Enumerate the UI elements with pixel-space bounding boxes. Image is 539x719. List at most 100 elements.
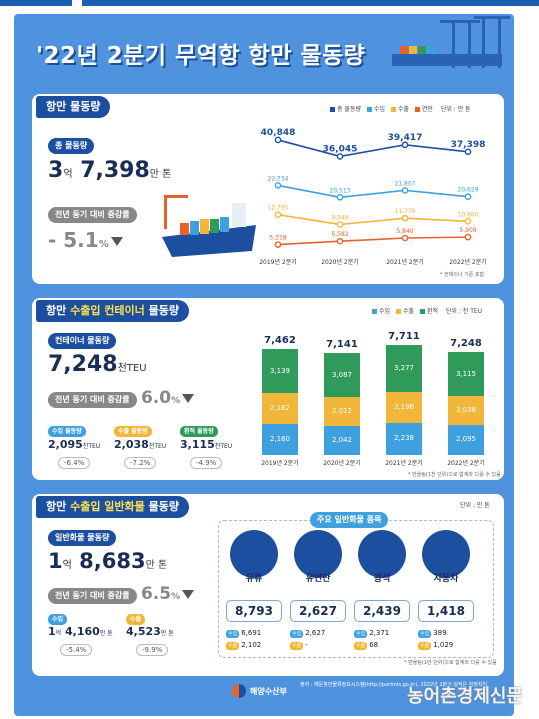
- ministry-name: 해양수산부: [250, 687, 287, 696]
- import-tag: 수입 물동량: [48, 426, 86, 437]
- bar-segment-0-3: 2,095: [448, 425, 484, 455]
- bar-x-label-2: 2021년 2분기: [385, 460, 423, 467]
- x-tick-label-1: 2020년 2분기: [321, 258, 359, 266]
- main-goods-label: 주요 일반화물 품목: [310, 512, 389, 528]
- general-yoy-value: - 6.5%: [128, 584, 195, 604]
- series-point-1-0: [274, 182, 282, 189]
- bar-segment-0-2: 2,238: [386, 423, 422, 455]
- data-label-3-0: 5,318: [269, 235, 286, 242]
- down-arrow-icon: [182, 393, 195, 403]
- import-change: -6.4%: [58, 457, 91, 469]
- section1-note: * 컨테이너 기준 포함: [440, 272, 485, 278]
- top-bar-right: [82, 0, 539, 6]
- data-label-2-0: 12,795: [268, 205, 289, 212]
- data-label-2-3: 10,860: [458, 211, 479, 218]
- data-label-2-1: 9,949: [331, 214, 348, 221]
- series-line-0: [277, 139, 469, 158]
- series-point-2-0: [274, 211, 282, 219]
- container-yoy-value: - 6.0%: [128, 388, 195, 408]
- source-note: 출처 : 해운항만물류정보시스템(http://portmis.go.kr), …: [300, 682, 488, 688]
- ministry-logo-icon: [232, 684, 246, 698]
- goods-total-3: 1,418: [418, 600, 474, 622]
- oil-barrel-icon: [230, 530, 278, 578]
- bar-segment-0-0: 2,160: [262, 424, 298, 455]
- coal-icon: [294, 530, 342, 578]
- transship-value: 3,115천TEU: [180, 438, 233, 451]
- data-label-0-3: 37,398: [451, 140, 486, 150]
- goods-export-1: 수출 -: [290, 641, 308, 650]
- data-label-0-0: 40,848: [261, 128, 296, 138]
- transship-change: -4.9%: [190, 457, 223, 469]
- car-icon: [422, 530, 470, 578]
- series-point-0-0: [274, 136, 282, 144]
- general-export-change: -9.9%: [136, 644, 169, 656]
- bar-segment-2-3: 3,115: [448, 351, 484, 397]
- series-point-0-3: [464, 148, 472, 156]
- transship-tag: 환적 물동량: [180, 426, 218, 437]
- general-export-value: 4,523만 톤: [126, 625, 174, 638]
- general-value: 1억 8,683만 톤: [48, 549, 168, 573]
- container-ship-illustration: [162, 195, 256, 257]
- yoy-value: - 5.1%: [48, 228, 123, 252]
- data-label-2-2: 11,770: [395, 208, 416, 215]
- bar-segment-1-0: 2,162: [262, 393, 298, 425]
- section-total-card: [32, 94, 504, 284]
- container-yoy-label: 전년 동기 대비 증감률: [48, 392, 137, 408]
- bar-segment-2-0: 3,139: [262, 348, 298, 394]
- bar-segment-2-1: 3,087: [324, 353, 360, 398]
- data-label-1-0: 22,734: [268, 175, 289, 182]
- data-label-0-1: 36,045: [323, 144, 358, 154]
- export-change: -7.2%: [124, 457, 157, 469]
- bar-x-label-3: 2022년 2분기: [447, 460, 485, 467]
- top-bar-left: [0, 0, 72, 6]
- bar-segment-2-2: 3,277: [386, 345, 422, 392]
- goods-import-0: 수입 6,691: [226, 629, 262, 638]
- bar-total-label-3: 7,248: [450, 337, 482, 349]
- general-import-tag: 수입: [48, 614, 68, 625]
- section-container-heading: 항만 수출입 컨테이너 물동량: [36, 300, 189, 322]
- section-total-heading: 항만 물동량: [36, 96, 111, 118]
- data-label-1-3: 20,629: [458, 187, 479, 194]
- series-point-3-2: [401, 234, 409, 242]
- general-yoy-label: 전년 동기 대비 증감률: [48, 588, 137, 604]
- goods-import-1: 수입 2,627: [290, 629, 326, 638]
- data-label-3-1: 5,582: [331, 231, 348, 238]
- bar-segment-1-1: 2,012: [324, 397, 360, 426]
- total-label: 총 물동량: [48, 138, 95, 154]
- bar-chart-legend: 수입 수출 환적 단위 : 천 TEU: [372, 306, 482, 315]
- goods-import-2: 수입 2,371: [354, 629, 390, 638]
- line-chart: 40,848 36,045 39,417 37,398 22,734 20,513 21,8…: [259, 128, 487, 266]
- x-tick-label-0: 2019년 2분기: [259, 258, 297, 266]
- series-point-2-2: [401, 214, 409, 222]
- data-label-1-1: 20,513: [330, 187, 351, 194]
- goods-total-0: 8,793: [226, 600, 282, 622]
- line-chart-legend: 총 물동량 수입 수출 연안 단위 : 만 톤: [330, 104, 471, 113]
- goods-total-1: 2,627: [290, 600, 346, 622]
- goods-name-2: 광석: [373, 574, 391, 584]
- series-line-1: [277, 184, 469, 199]
- bar-total-label-0: 7,462: [264, 334, 296, 346]
- general-import-change: -5.4%: [60, 644, 93, 656]
- section3-note: * 반올림(1만 단위)으로 합계와 다를 수 있음: [404, 660, 497, 666]
- export-value: 2,038천TEU: [114, 438, 167, 451]
- data-label-1-2: 21,807: [395, 180, 416, 187]
- export-tag: 수출 물동량: [114, 426, 152, 437]
- general-label: 일반화물 물동량: [48, 530, 117, 546]
- series-point-1-3: [464, 193, 472, 200]
- ore-cart-icon: [358, 530, 406, 578]
- series-point-2-3: [464, 218, 472, 225]
- series-point-3-1: [336, 237, 344, 245]
- data-label-3-2: 5,840: [396, 228, 413, 235]
- port-cranes-illustration: [392, 16, 510, 68]
- series-point-3-3: [464, 233, 472, 241]
- goods-export-2: 수출 68: [354, 641, 379, 650]
- series-point-1-1: [336, 193, 344, 201]
- series-point-3-0: [274, 241, 282, 248]
- x-tick-label-2: 2021년 2분기: [386, 258, 424, 266]
- bar-segment-0-1: 2,042: [324, 425, 360, 455]
- goods-total-2: 2,439: [354, 600, 410, 622]
- bar-segment-1-3: 2,038: [448, 396, 484, 426]
- series-point-2-1: [336, 221, 344, 228]
- series-point-0-1: [336, 153, 344, 160]
